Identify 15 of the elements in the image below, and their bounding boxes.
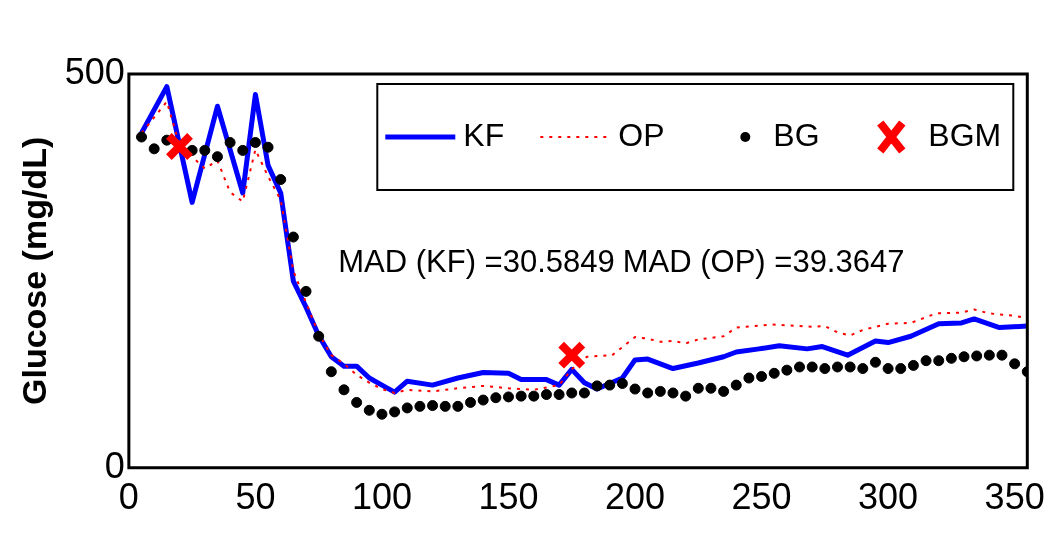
x-tick-label: 300: [858, 476, 919, 518]
legend-label: BGM: [928, 116, 1002, 153]
x-tick-label: 250: [731, 476, 792, 518]
legend-label: OP: [618, 116, 665, 153]
x-tick-label: 350: [984, 476, 1045, 518]
legend-label: KF: [463, 116, 505, 153]
x-tick-label: 100: [351, 476, 412, 518]
legend-label: BG: [773, 116, 820, 153]
x-tick-label: 150: [478, 476, 539, 518]
annotation: MAD (KF) =30.5849: [338, 243, 615, 279]
x-tick-label: 50: [235, 476, 276, 518]
y-tick-label: 500: [64, 50, 125, 92]
annotation: MAD (OP) =39.3647: [622, 243, 905, 279]
y-axis-title: Glucose (mg/dL): [14, 136, 53, 406]
x-tick-label: 200: [604, 476, 666, 518]
